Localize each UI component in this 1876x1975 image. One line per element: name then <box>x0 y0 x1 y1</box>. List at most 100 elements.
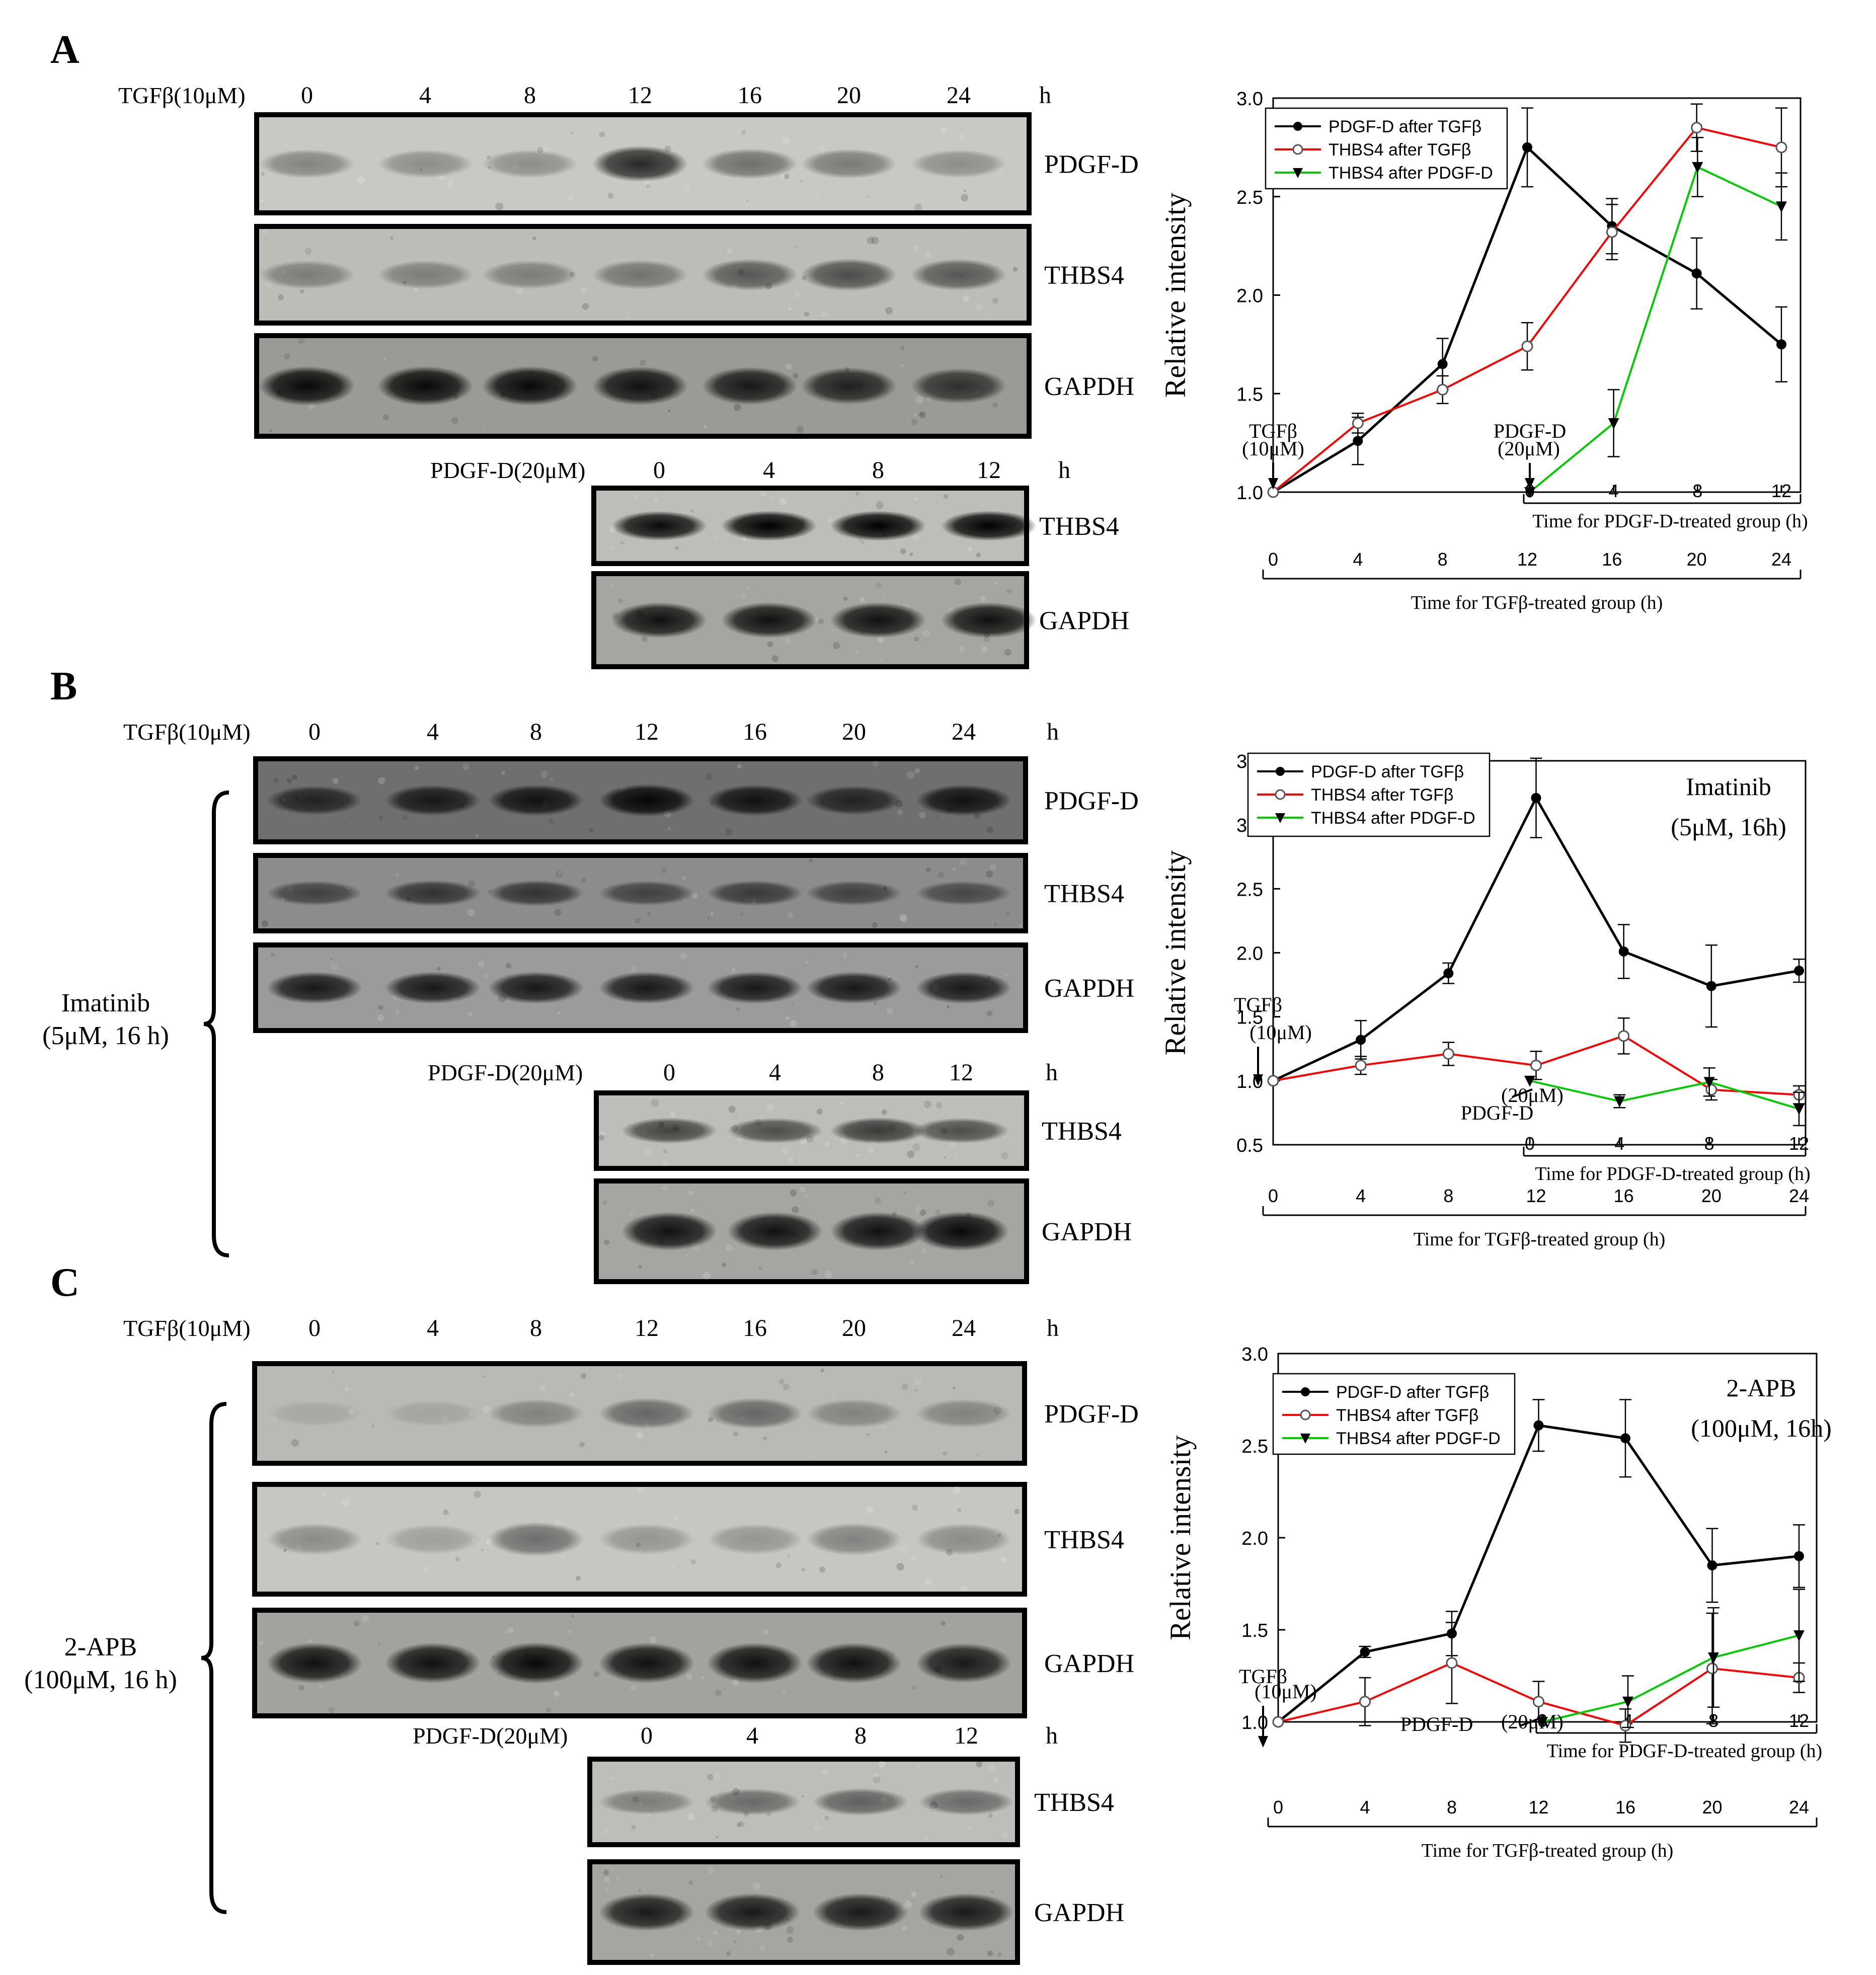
data-point <box>1618 946 1629 957</box>
blot-band <box>707 1524 803 1555</box>
blot-speck <box>637 1487 644 1494</box>
hour-unit-label: h <box>1047 719 1059 745</box>
pdgf-time-label: 8 <box>872 1059 884 1086</box>
blot-speck <box>322 1492 327 1496</box>
blot-speck <box>779 498 787 505</box>
blot-speck <box>912 1143 920 1152</box>
blot-speck <box>733 404 741 411</box>
blot-speck <box>378 777 385 784</box>
blot-speck <box>603 1239 609 1245</box>
blot-speck <box>726 248 732 254</box>
blot-speck <box>912 534 920 541</box>
blot-speck <box>959 646 965 652</box>
blot-band <box>385 880 481 906</box>
pdgf-tick-label: 12 <box>1771 481 1791 501</box>
blot-band <box>488 1642 584 1684</box>
blot-thbs4 <box>252 1482 1027 1597</box>
pdgf-blot-thbs4 <box>591 486 1037 566</box>
blot-speck <box>989 1765 996 1772</box>
panel-letter: B <box>50 664 77 708</box>
panel-a: A TGFβ(10μM) 0 4 8 12 16 20 24 h PDGF-D THBS4 GAPDH P… <box>50 28 1808 669</box>
blot-band <box>911 259 1006 291</box>
blot-speck <box>436 966 441 971</box>
y-axis-label: Relative intensity <box>1159 850 1192 1056</box>
blot-speck <box>954 578 962 586</box>
blot-speck <box>286 778 292 783</box>
blot-speck <box>866 195 869 199</box>
treatment-note-line2: (5μM, 16h) <box>1671 813 1786 841</box>
blot-speck <box>975 302 983 311</box>
data-point <box>1793 1103 1805 1115</box>
blot-speck <box>580 1373 587 1379</box>
blot-speck <box>790 1020 797 1028</box>
blot-speck <box>811 1269 818 1276</box>
blot-band <box>599 972 694 1004</box>
blot-speck <box>568 1630 572 1633</box>
blot-speck <box>818 618 824 624</box>
data-point <box>1620 1433 1630 1444</box>
blot-band <box>801 148 897 179</box>
blot-speck <box>905 1901 912 1908</box>
blot-speck <box>600 1131 605 1136</box>
tgf-time-label: 8 <box>530 719 542 745</box>
blot-band <box>599 1398 694 1429</box>
blot-speck <box>924 1577 932 1586</box>
tgf-condition-label: TGFβ(10μM) <box>123 719 251 745</box>
blot-speck <box>957 1508 961 1512</box>
blot-speck <box>703 425 707 429</box>
data-point <box>1521 340 1533 352</box>
pdgf-time-label: 12 <box>954 1722 978 1749</box>
blot-speck <box>986 1010 993 1017</box>
blot-speck <box>568 195 573 201</box>
blot-speck <box>877 636 884 644</box>
blot-speck <box>842 953 848 959</box>
blot-band <box>705 1893 800 1931</box>
blot-speck <box>825 1271 832 1278</box>
blot-pdgf-d <box>253 756 1028 844</box>
blot-speck <box>396 873 399 877</box>
blot-speck <box>986 826 993 833</box>
blot-speck <box>883 594 886 597</box>
blot-speck <box>696 1937 700 1941</box>
blot-speck <box>915 396 924 404</box>
blot-speck <box>767 641 773 648</box>
data-point <box>1533 1420 1544 1431</box>
tgf-tick-label: 24 <box>1789 1797 1809 1818</box>
blot-speck <box>447 180 455 188</box>
blot-speck <box>732 511 735 514</box>
blot-speck <box>992 297 999 304</box>
blot-speck <box>871 236 879 245</box>
blot-speck <box>911 419 918 426</box>
blot-speck <box>879 658 883 662</box>
blot-speck <box>775 1562 781 1568</box>
blot-speck <box>900 363 904 368</box>
blot-speck <box>906 1900 909 1903</box>
blot-speck <box>925 867 931 873</box>
blot-speck <box>687 1813 695 1821</box>
annot-pdgf-line1: PDGF-D <box>1461 1101 1533 1124</box>
blot-speck <box>736 1823 741 1828</box>
blot-speck <box>668 827 671 830</box>
blot-speck <box>786 363 792 370</box>
blot-speck <box>983 312 986 315</box>
blot-speck <box>943 494 948 499</box>
blot-band <box>941 511 1037 541</box>
blot-speck <box>872 922 878 928</box>
blot-speck <box>707 1940 713 1947</box>
tgf-tick-label: 12 <box>1528 1797 1548 1818</box>
data-point <box>1706 1663 1718 1675</box>
blot-speck <box>897 809 903 815</box>
blot-speck <box>618 1373 624 1379</box>
y-tick-label: 0.5 <box>1236 1135 1263 1156</box>
tgf-time-label: 8 <box>524 82 536 109</box>
pdgf-time-label: 12 <box>977 457 1001 484</box>
blot-speck <box>993 1777 999 1783</box>
blot-speck <box>554 909 562 916</box>
blot-band <box>482 366 578 406</box>
blot-speck <box>722 1262 727 1267</box>
blot-speck <box>607 193 614 199</box>
data-point <box>1706 981 1716 991</box>
blot-band <box>916 1643 1011 1683</box>
blot-speck <box>862 541 864 544</box>
blot-band <box>599 784 694 817</box>
